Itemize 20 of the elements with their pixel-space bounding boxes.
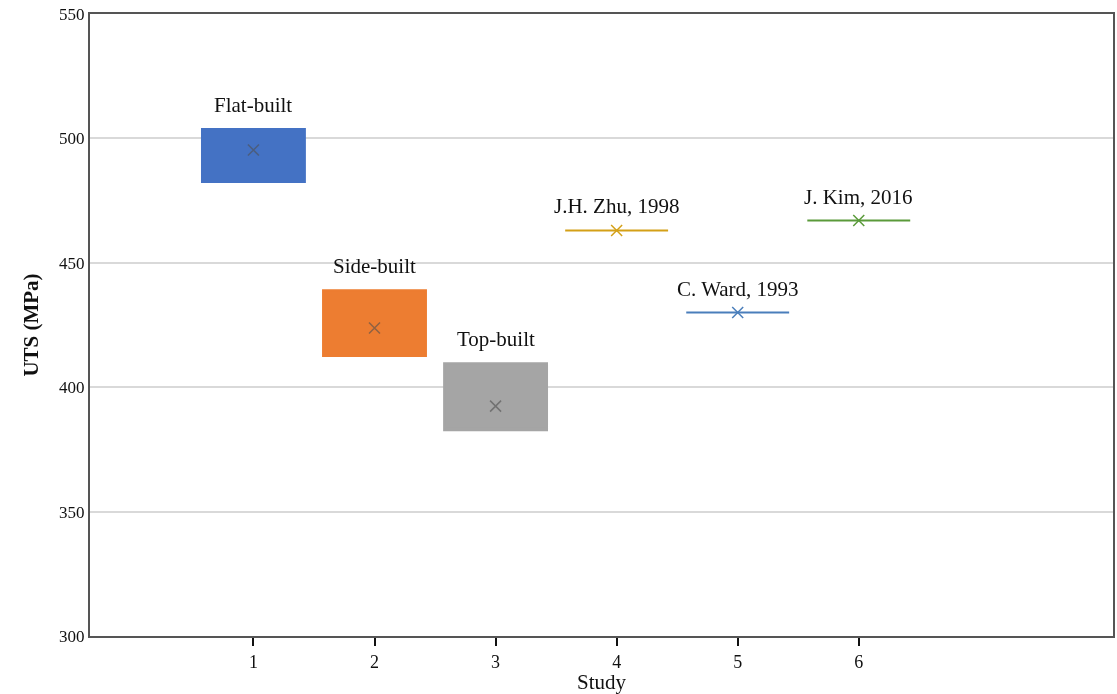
- x-tick-label: 3: [491, 651, 501, 672]
- annotation: Top-built: [457, 327, 536, 351]
- y-tick-label: 450: [59, 253, 85, 273]
- y-axis-title: UTS (MPa): [18, 273, 43, 377]
- y-tick-label: 400: [59, 378, 85, 398]
- annotation: J.H. Zhu, 1998: [554, 194, 680, 218]
- y-tick-label: 550: [59, 4, 85, 24]
- y-tick-label: 500: [59, 129, 85, 149]
- x-tick-label: 4: [612, 651, 622, 672]
- x-tick-label: 1: [248, 651, 258, 672]
- x-tick-label: 6: [854, 651, 864, 672]
- annotation: J. Kim, 2016: [804, 185, 913, 209]
- annotation: C. Ward, 1993: [677, 277, 799, 301]
- y-tick-label: 350: [59, 502, 85, 522]
- annotation: Side-built: [333, 254, 416, 278]
- x-tick-label: 2: [370, 651, 379, 672]
- x-tick-label: 5: [733, 651, 743, 672]
- x-axis-title: Study: [576, 670, 627, 694]
- annotation: Flat-built: [214, 93, 293, 117]
- y-tick-label: 300: [59, 626, 85, 646]
